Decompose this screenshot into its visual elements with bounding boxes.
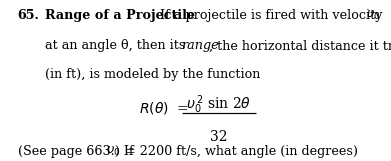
Text: Range of a Projectile: Range of a Projectile <box>45 9 195 22</box>
Text: $\upsilon_0$: $\upsilon_0$ <box>366 9 380 22</box>
Text: = 2200 ft/s, what angle (in degrees): = 2200 ft/s, what angle (in degrees) <box>121 145 358 158</box>
Text: $\upsilon_0$: $\upsilon_0$ <box>106 145 120 158</box>
Text: , the horizontal distance it travels: , the horizontal distance it travels <box>209 39 391 52</box>
Text: at an angle θ, then its: at an angle θ, then its <box>45 39 189 52</box>
Text: If a projectile is fired with velocity: If a projectile is fired with velocity <box>148 9 386 22</box>
Text: $\upsilon_0^{\,2}$ sin 2$\theta$: $\upsilon_0^{\,2}$ sin 2$\theta$ <box>187 93 251 116</box>
Text: 65.: 65. <box>18 9 39 22</box>
Text: (See page 663.) If: (See page 663.) If <box>18 145 137 158</box>
Text: range: range <box>181 39 219 52</box>
Text: $R(\theta)$  =: $R(\theta)$ = <box>139 100 189 116</box>
Text: (in ft), is modeled by the function: (in ft), is modeled by the function <box>45 68 260 81</box>
Text: 32: 32 <box>210 130 228 144</box>
